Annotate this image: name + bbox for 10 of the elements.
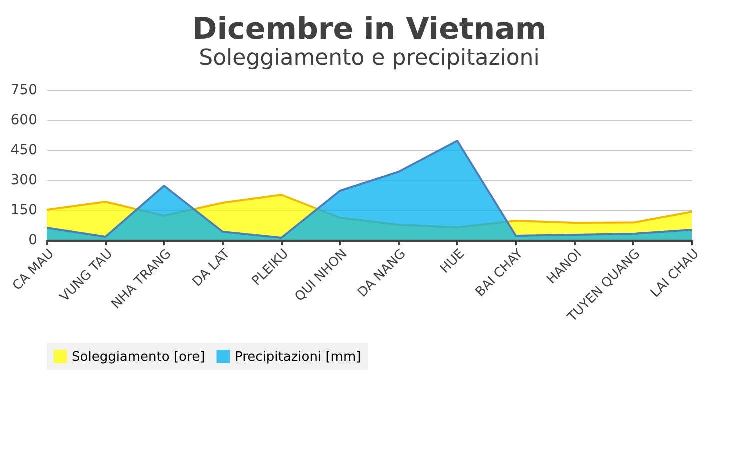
y-tick-label: 300 bbox=[10, 172, 38, 188]
y-tick-label: 150 bbox=[10, 202, 38, 218]
y-tick-label: 0 bbox=[28, 232, 38, 248]
legend-label: Soleggiamento [ore] bbox=[72, 350, 206, 365]
chart-title: Dicembre in Vietnam bbox=[192, 12, 547, 47]
chart-subtitle: Soleggiamento e precipitazioni bbox=[199, 46, 540, 71]
legend-label: Precipitazioni [mm] bbox=[235, 350, 362, 365]
y-tick-label: 600 bbox=[10, 112, 38, 128]
y-tick-label: 450 bbox=[10, 142, 38, 158]
y-tick-label: 750 bbox=[10, 82, 38, 98]
